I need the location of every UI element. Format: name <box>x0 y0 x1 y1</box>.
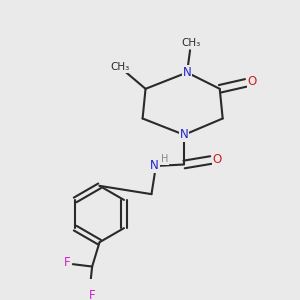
Text: O: O <box>213 153 222 166</box>
Text: O: O <box>248 76 257 88</box>
Text: N: N <box>180 128 188 141</box>
Text: CH₃: CH₃ <box>181 38 201 48</box>
Text: CH₃: CH₃ <box>111 62 130 72</box>
Text: F: F <box>64 256 70 269</box>
Text: N: N <box>150 160 159 172</box>
Text: H: H <box>160 154 168 164</box>
Text: N: N <box>183 66 191 79</box>
Text: F: F <box>89 289 95 300</box>
